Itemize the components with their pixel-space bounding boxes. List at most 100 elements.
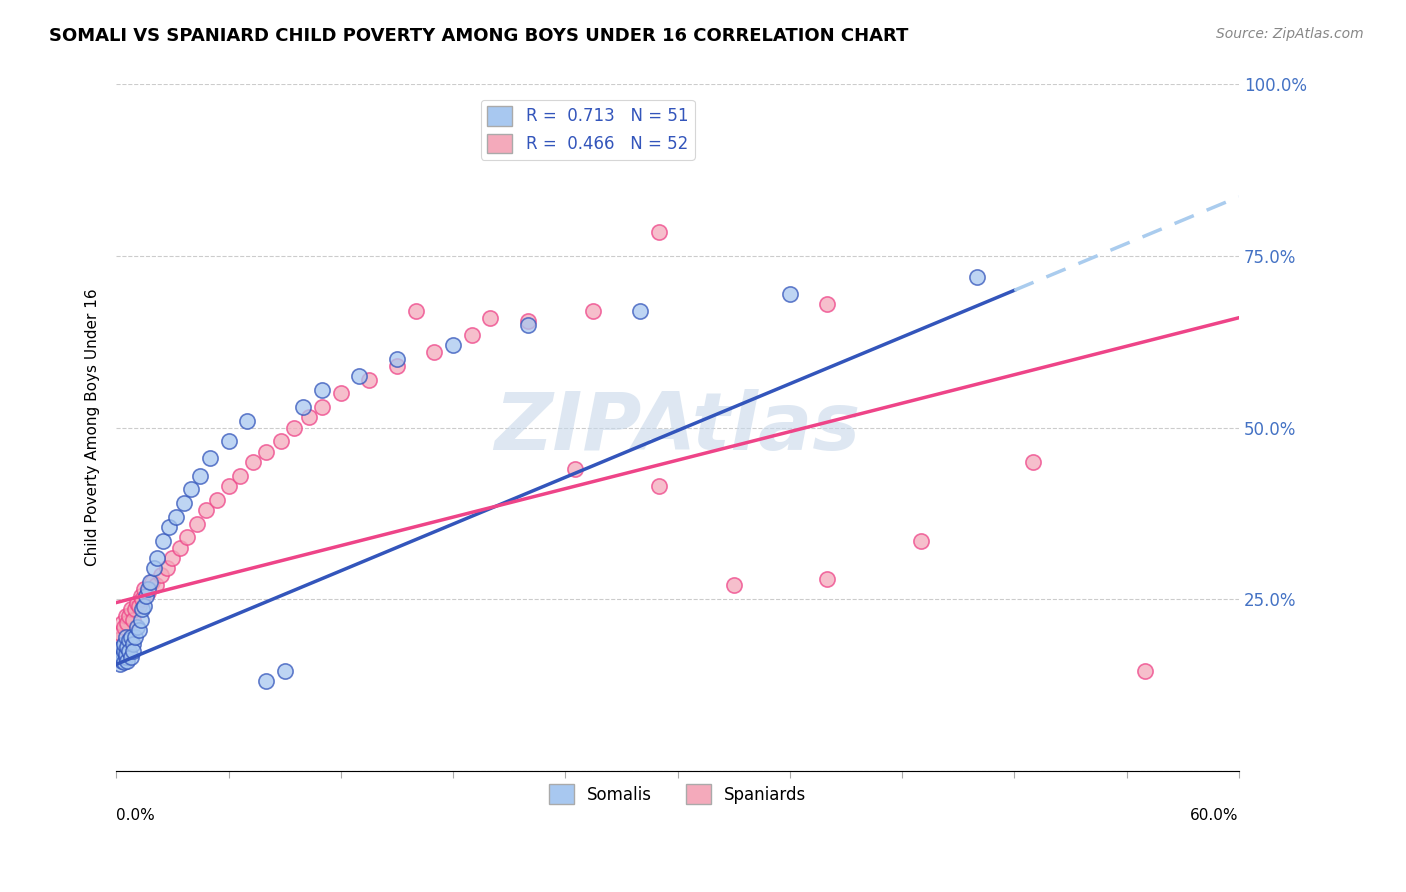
Point [112,643,135,657]
Point [441,338,464,352]
Point [114,609,136,624]
Point [108,657,131,672]
Point [723,578,745,592]
Point [479,310,502,325]
Legend: Somalis, Spaniards: Somalis, Spaniards [543,778,813,811]
Point [423,345,446,359]
Point [136,585,159,599]
Point [112,655,135,669]
Point [910,533,932,548]
Point [111,650,134,665]
Point [564,462,586,476]
Point [516,314,538,328]
Point [329,386,352,401]
Point [134,582,156,596]
Point [118,609,141,624]
Point [118,643,141,657]
Point [966,269,988,284]
Point [136,582,159,596]
Point [1135,664,1157,678]
Point [162,551,184,566]
Point [145,578,167,592]
Point [107,633,129,648]
Text: 0.0%: 0.0% [117,808,155,823]
Point [516,318,538,332]
Point [128,623,150,637]
Point [218,479,240,493]
Point [229,468,252,483]
Point [283,420,305,434]
Point [152,533,174,548]
Y-axis label: Child Poverty Among Boys Under 16: Child Poverty Among Boys Under 16 [86,289,100,566]
Point [254,674,277,689]
Point [173,496,195,510]
Point [117,640,139,655]
Point [165,509,187,524]
Point [176,530,198,544]
Point [242,455,264,469]
Point [112,637,135,651]
Point [273,664,295,678]
Point [114,647,136,661]
Point [120,602,142,616]
Point [122,637,145,651]
Point [198,451,221,466]
Point [131,592,153,607]
Point [111,654,134,668]
Point [129,613,152,627]
Point [146,551,169,566]
Point [124,602,146,616]
Point [207,492,229,507]
Text: SOMALI VS SPANIARD CHILD POVERTY AMONG BOYS UNDER 16 CORRELATION CHART: SOMALI VS SPANIARD CHILD POVERTY AMONG B… [49,27,908,45]
Text: ZIPAtlas: ZIPAtlas [495,389,860,467]
Point [156,561,179,575]
Point [112,619,135,633]
Point [628,304,651,318]
Point [117,616,139,631]
Point [108,626,131,640]
Point [461,327,484,342]
Point [114,630,136,644]
Point [114,650,136,665]
Point [218,434,240,449]
Point [357,372,380,386]
Point [141,574,163,589]
Point [118,633,141,648]
Point [1022,455,1045,469]
Point [169,541,191,555]
Text: 60.0%: 60.0% [1191,808,1239,823]
Point [311,400,333,414]
Point [298,410,321,425]
Point [122,613,145,627]
Point [186,516,208,531]
Point [120,630,142,644]
Point [292,400,315,414]
Point [107,643,129,657]
Point [385,359,408,373]
Point [582,304,605,318]
Point [128,599,150,613]
Point [108,647,131,661]
Point [131,602,153,616]
Point [180,483,202,497]
Point [195,503,218,517]
Point [270,434,292,449]
Point [157,520,180,534]
Point [111,640,134,655]
Point [150,568,173,582]
Point [311,383,333,397]
Point [815,572,838,586]
Point [134,599,156,613]
Text: Source: ZipAtlas.com: Source: ZipAtlas.com [1216,27,1364,41]
Point [111,616,134,631]
Point [648,479,671,493]
Point [405,304,427,318]
Point [135,589,157,603]
Point [124,630,146,644]
Point [385,351,408,366]
Point [120,650,142,665]
Point [190,468,212,483]
Point [117,654,139,668]
Point [129,589,152,603]
Point [122,643,145,657]
